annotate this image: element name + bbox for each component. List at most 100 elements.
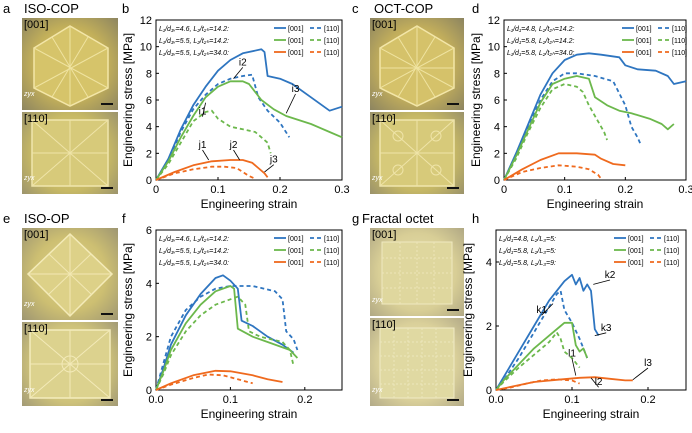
- plot-frame: [495, 229, 687, 391]
- legend-label: L₁/d₁ᵥ=5.5, L₂/t₂ₕ=34.0:: [159, 260, 229, 267]
- annotation-label: j1: [198, 140, 207, 151]
- photo-c-001: [001] zyx: [370, 18, 464, 110]
- x-tick-label: 0.3: [678, 184, 692, 196]
- legend-series-label: [110]: [672, 38, 687, 45]
- axis-triad-icon: zyx: [372, 297, 383, 304]
- legend-label: L₁/d₁ᵥ=4.6, L₂/t₂ₕ=14.2:: [159, 236, 229, 243]
- legend-label: L₁/d₁=5.8, L₂/t₂ₕ=34.0:: [507, 50, 575, 57]
- axis-triad-icon: zyx: [24, 387, 35, 394]
- panel-letter-e: e: [3, 211, 11, 226]
- series-line: [503, 83, 608, 181]
- panel-letter-d: d: [472, 1, 480, 16]
- y-axis-label: Engineering stress [MPa]: [121, 243, 135, 377]
- axis-triad-icon: zyx: [24, 301, 35, 308]
- axis-triad-icon: zyx: [24, 175, 35, 182]
- scale-bar: [447, 103, 459, 105]
- legend-series-label: [001]: [636, 26, 652, 33]
- x-tick-label: 0.1: [210, 184, 225, 196]
- scale-bar: [101, 103, 113, 105]
- legend-series-label: [110]: [324, 236, 339, 243]
- y-tick-label: 4: [486, 257, 492, 269]
- x-axis-label: Engineering strain: [547, 197, 644, 211]
- annotation-label: i2: [239, 57, 247, 68]
- view-label-a-110: [110]: [24, 113, 48, 125]
- legend-series-label: [001]: [628, 248, 644, 255]
- x-tick-label: 0.1: [564, 394, 579, 406]
- series-line: [155, 48, 343, 181]
- legend-label: L₁/d₁ᵥ=4.6, L₂/t₂ₕ=14.2:: [159, 26, 229, 33]
- series-line: [495, 376, 633, 391]
- legend-series-label: [110]: [664, 236, 679, 243]
- legend-label: L₁/d₁ᵥ=5.5, L₂/t₂ₕ=14.2:: [159, 248, 229, 255]
- legend-series-label: [001]: [288, 236, 304, 243]
- y-tick-label: 2: [494, 148, 500, 160]
- annotation-label: k3: [601, 323, 612, 334]
- lattice-pattern-a1: [33, 25, 109, 107]
- y-axis-label: Engineering stress [MPa]: [461, 243, 475, 377]
- legend-series-label: [001]: [288, 260, 304, 267]
- annotation-arrow: [632, 367, 649, 381]
- legend-series-label: [001]: [636, 50, 652, 57]
- panel-title-g: Fractal octet: [362, 211, 434, 226]
- y-tick-label: 0: [486, 385, 492, 397]
- series-line: [155, 369, 283, 391]
- annotation-arrow: [285, 93, 296, 114]
- y-tick-label: 2: [146, 148, 152, 160]
- series-line: [155, 285, 299, 391]
- legend-label: L₁/d₁=5.8, L₂/L₃=9:: [499, 260, 556, 267]
- chart-b: 0 0.1 0.2 0.3 0 2 4 6 8 10 12 Engineering strain Eng…: [121, 15, 350, 211]
- series-line: [495, 289, 589, 391]
- legend-series-label: [110]: [324, 248, 339, 255]
- legend-series-label: [110]: [664, 248, 679, 255]
- legend-label: L₁/d₁ᵥ=5.5, L₂/t₂ₕ=14.2:: [159, 38, 229, 45]
- panel-letter-c: c: [352, 1, 359, 16]
- legend-series-label: [110]: [324, 38, 339, 45]
- annotation-label: k2: [605, 270, 616, 281]
- annotation-label: i1: [199, 107, 207, 118]
- legend-series-label: [001]: [628, 260, 644, 267]
- annotation-arrow: [571, 358, 577, 376]
- scale-bar: [101, 399, 113, 401]
- annotation-label: j3: [269, 155, 278, 166]
- y-tick-label: 4: [146, 122, 152, 134]
- annotation-label: l1: [568, 348, 576, 359]
- legend-label: L₁/d₁=4.8, L₂/L₃=5:: [499, 236, 556, 243]
- x-tick-label: 0.0: [488, 394, 503, 406]
- series-line: [503, 72, 642, 181]
- annotation-label: j2: [229, 140, 238, 151]
- annotation-arrow: [202, 102, 206, 117]
- scale-bar: [101, 313, 113, 315]
- series-line: [503, 164, 602, 181]
- lattice-pattern-e1: [26, 232, 114, 318]
- y-tick-label: 10: [488, 42, 500, 54]
- y-tick-label: 8: [146, 68, 152, 80]
- annotation-arrow: [264, 164, 275, 173]
- axis-triad-icon: zyx: [372, 175, 383, 182]
- scale-bar: [447, 187, 459, 189]
- axis-triad-icon: zyx: [372, 91, 383, 98]
- chart-h: 0.0 0.1 0.2 0 2 4 Engineering strain Engineerin…: [461, 229, 687, 421]
- x-axis-label: Engineering strain: [543, 407, 640, 421]
- series-line: [503, 152, 626, 181]
- series-line: [155, 165, 256, 181]
- x-axis-label: Engineering strain: [201, 197, 298, 211]
- x-tick-label: 0.3: [334, 184, 349, 196]
- y-tick-label: 4: [146, 278, 152, 290]
- view-label-a-001: [001]: [24, 19, 49, 31]
- series-line: [495, 331, 581, 391]
- view-label-c-110: [110]: [372, 113, 396, 125]
- series-line: [155, 109, 272, 181]
- series-line: [155, 295, 295, 391]
- series-line: [155, 159, 269, 181]
- legend-series-label: [110]: [664, 260, 679, 267]
- legend-series-label: [001]: [288, 26, 304, 33]
- y-tick-label: 0: [494, 175, 500, 187]
- lattice-pattern-a2: [31, 119, 109, 187]
- series-line: [495, 273, 600, 391]
- lattice-pattern-c1: [379, 25, 455, 107]
- series-line: [155, 274, 295, 391]
- scale-bar: [447, 309, 459, 311]
- photo-a-001: [001] zyx: [22, 18, 118, 110]
- axis-triad-icon: zyx: [372, 387, 383, 394]
- panel-letter-a: a: [3, 1, 11, 16]
